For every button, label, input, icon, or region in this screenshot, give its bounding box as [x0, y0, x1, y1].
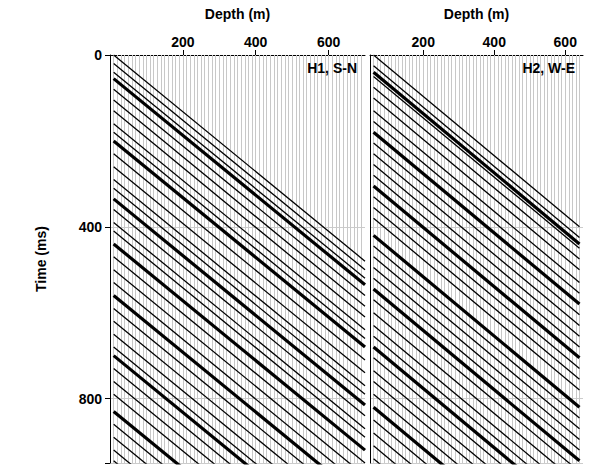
svg-text:400: 400 — [244, 34, 268, 50]
svg-text:800: 800 — [79, 391, 103, 407]
svg-text:Time (ms): Time (ms) — [33, 226, 49, 292]
svg-text:0: 0 — [94, 47, 102, 63]
svg-text:600: 600 — [317, 34, 341, 50]
svg-text:Depth (m): Depth (m) — [444, 6, 509, 22]
svg-text:H1, S-N: H1, S-N — [307, 60, 357, 76]
svg-text:Depth (m): Depth (m) — [205, 6, 270, 22]
svg-text:400: 400 — [483, 34, 507, 50]
svg-text:400: 400 — [79, 219, 103, 235]
svg-text:H2, W-E: H2, W-E — [522, 60, 575, 76]
svg-text:200: 200 — [171, 34, 195, 50]
svg-text:200: 200 — [412, 34, 436, 50]
svg-text:600: 600 — [554, 34, 578, 50]
